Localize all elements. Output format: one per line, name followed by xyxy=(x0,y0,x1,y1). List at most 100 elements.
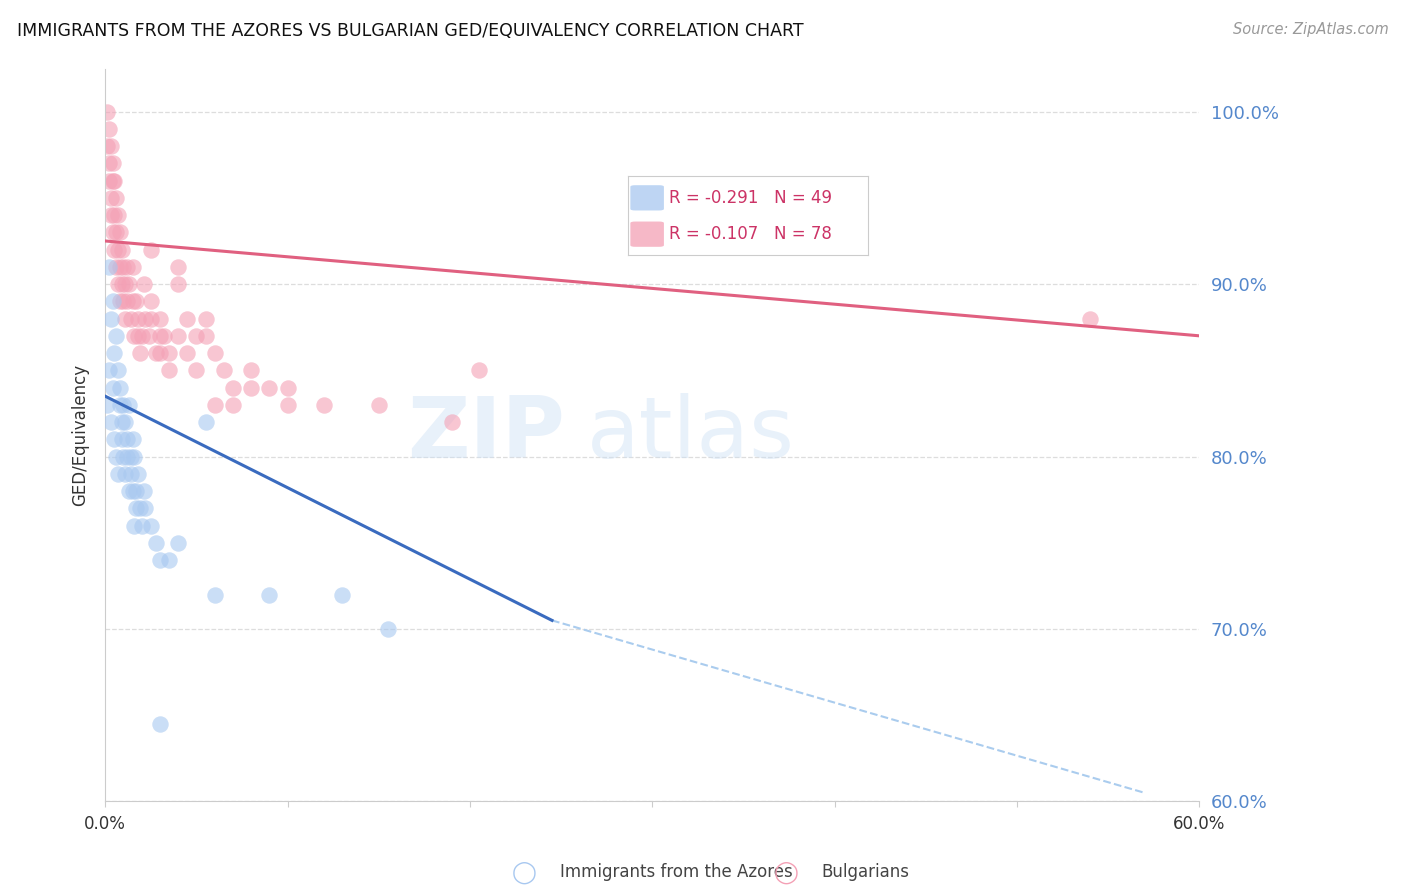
Text: R = -0.107   N = 78: R = -0.107 N = 78 xyxy=(669,225,831,244)
Point xyxy=(101,294,124,309)
Point xyxy=(138,328,160,343)
Point xyxy=(107,277,129,291)
Point xyxy=(107,363,129,377)
Point xyxy=(97,363,120,377)
Point xyxy=(194,311,217,326)
Point xyxy=(149,553,172,567)
Point xyxy=(115,294,138,309)
Point xyxy=(128,501,150,516)
Point xyxy=(101,156,124,170)
Point xyxy=(330,588,353,602)
Point xyxy=(131,518,153,533)
Point xyxy=(259,588,281,602)
Point xyxy=(103,346,125,360)
Point xyxy=(139,518,162,533)
Point xyxy=(152,328,174,343)
Point xyxy=(186,328,208,343)
Point xyxy=(124,518,146,533)
Point xyxy=(96,139,118,153)
Point xyxy=(145,536,167,550)
Point xyxy=(377,622,399,636)
Point xyxy=(118,398,141,412)
Text: IMMIGRANTS FROM THE AZORES VS BULGARIAN GED/EQUIVALENCY CORRELATION CHART: IMMIGRANTS FROM THE AZORES VS BULGARIAN … xyxy=(17,22,803,40)
Y-axis label: GED/Equivalency: GED/Equivalency xyxy=(72,364,89,506)
Point xyxy=(114,415,136,429)
Point xyxy=(367,398,389,412)
Point xyxy=(96,104,118,119)
Point xyxy=(157,346,180,360)
Point xyxy=(103,208,125,222)
Text: Bulgarians: Bulgarians xyxy=(821,863,910,881)
Point xyxy=(125,501,148,516)
Point xyxy=(105,328,128,343)
Point xyxy=(108,398,131,412)
Point xyxy=(112,450,135,464)
FancyBboxPatch shape xyxy=(630,221,664,247)
Point xyxy=(111,432,134,446)
Point xyxy=(115,432,138,446)
Point xyxy=(114,311,136,326)
Point xyxy=(121,294,143,309)
Point xyxy=(107,208,129,222)
Point xyxy=(108,260,131,274)
Point xyxy=(107,243,129,257)
Point xyxy=(149,717,172,731)
Point xyxy=(186,363,208,377)
Point xyxy=(111,415,134,429)
Point xyxy=(204,588,226,602)
Point xyxy=(118,277,141,291)
Point xyxy=(125,294,148,309)
Point xyxy=(103,243,125,257)
Text: R = -0.291   N = 49: R = -0.291 N = 49 xyxy=(669,189,832,207)
Point xyxy=(120,311,142,326)
Point xyxy=(100,311,122,326)
Point xyxy=(194,415,217,429)
Point xyxy=(114,277,136,291)
Point xyxy=(139,311,162,326)
Point xyxy=(128,346,150,360)
Point xyxy=(157,363,180,377)
Text: Immigrants from the Azores: Immigrants from the Azores xyxy=(560,863,793,881)
Point xyxy=(105,260,128,274)
Point xyxy=(259,380,281,394)
Point xyxy=(101,173,124,187)
Point xyxy=(139,243,162,257)
Point xyxy=(105,191,128,205)
Text: 60.0%: 60.0% xyxy=(1173,815,1226,833)
Point xyxy=(108,380,131,394)
Point xyxy=(167,328,190,343)
FancyBboxPatch shape xyxy=(630,186,664,211)
Point xyxy=(115,450,138,464)
Point xyxy=(115,260,138,274)
Point xyxy=(97,156,120,170)
Point xyxy=(124,328,146,343)
Point xyxy=(96,398,118,412)
Point xyxy=(277,380,299,394)
Point xyxy=(121,260,143,274)
Point xyxy=(157,553,180,567)
Point xyxy=(134,501,156,516)
Point xyxy=(114,467,136,481)
Point xyxy=(108,225,131,239)
Text: 0.0%: 0.0% xyxy=(84,815,127,833)
Point xyxy=(149,328,172,343)
Point xyxy=(204,398,226,412)
Point xyxy=(103,173,125,187)
Point xyxy=(149,346,172,360)
Point xyxy=(101,380,124,394)
Point xyxy=(131,328,153,343)
Point xyxy=(107,467,129,481)
Point xyxy=(167,277,190,291)
Point xyxy=(127,328,149,343)
Point xyxy=(1078,311,1101,326)
Point xyxy=(167,536,190,550)
Point xyxy=(145,346,167,360)
Point xyxy=(121,432,143,446)
Text: Source: ZipAtlas.com: Source: ZipAtlas.com xyxy=(1233,22,1389,37)
Point xyxy=(103,432,125,446)
Point xyxy=(176,311,198,326)
Point xyxy=(120,467,142,481)
Point xyxy=(125,483,148,498)
Point xyxy=(108,294,131,309)
Point xyxy=(132,483,155,498)
